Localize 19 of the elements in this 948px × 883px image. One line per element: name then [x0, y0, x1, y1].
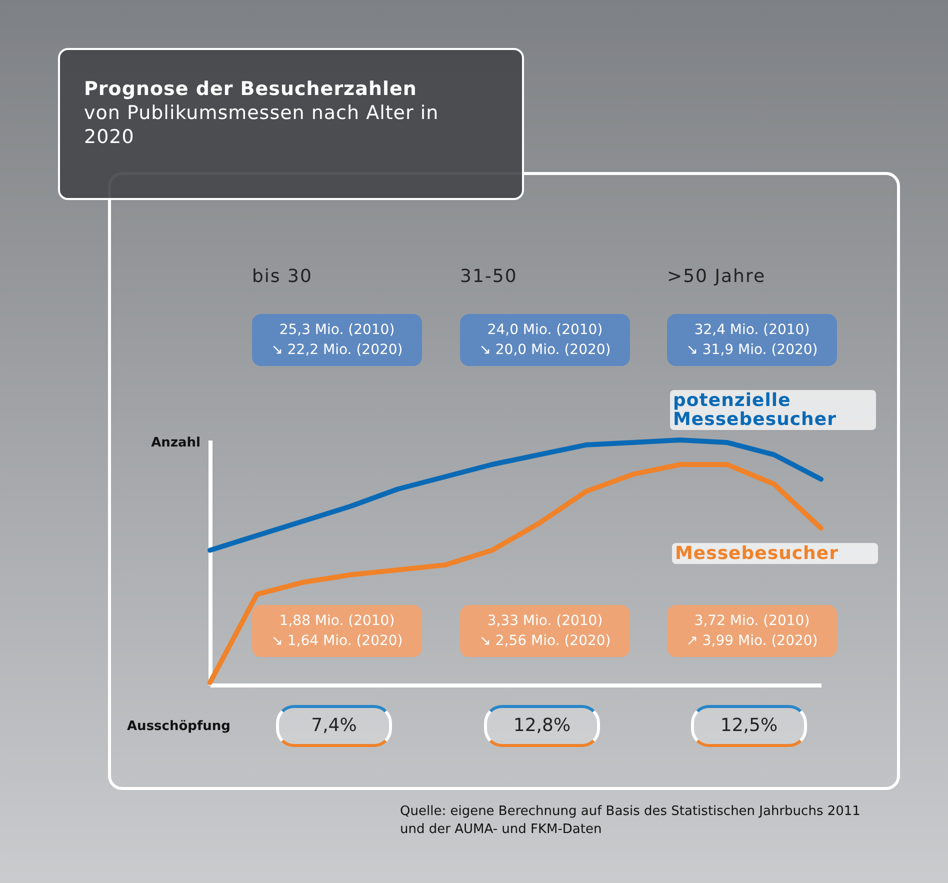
chart-title: Prognose der Besucherzahlen: [84, 78, 417, 100]
y-axis-title: Anzahl: [151, 436, 200, 450]
text: 25,3 Mio. (2010) ↘ 22,2 Mio. (2020): [252, 314, 422, 366]
chart-subtitle: von Publikumsmessen nach Alter in 2020: [84, 101, 440, 149]
text: 24,0 Mio. (2010) ↘ 20,0 Mio. (2020): [460, 314, 630, 366]
text: >50 Jahre: [667, 266, 766, 287]
text: bis 30: [252, 266, 312, 287]
text: 12,5%: [691, 705, 807, 747]
text: 32,4 Mio. (2010) ↘ 31,9 Mio. (2020): [667, 314, 837, 366]
annotation: 3,72 Mio. (2010) ↗ 3,99 Mio. (2020): [667, 605, 837, 657]
series-label: Messebesucher: [672, 543, 878, 564]
source-note: Quelle: eigene Berechnung auf Basis des Statistischen Jahrbuchs 2011 und der AUMA- und FKM-Daten: [400, 803, 860, 839]
series-label: potenzielle Messebesucher: [670, 390, 876, 430]
annotation: 1,88 Mio. (2010) ↘ 1,64 Mio. (2020): [252, 605, 422, 657]
text: Ausschöpfung: [127, 719, 230, 734]
text: 31-50: [460, 266, 518, 287]
annotation: 3,33 Mio. (2010) ↘ 2,56 Mio. (2020): [460, 605, 630, 657]
text: 12,8%: [484, 705, 600, 747]
text: 7,4%: [276, 705, 392, 747]
